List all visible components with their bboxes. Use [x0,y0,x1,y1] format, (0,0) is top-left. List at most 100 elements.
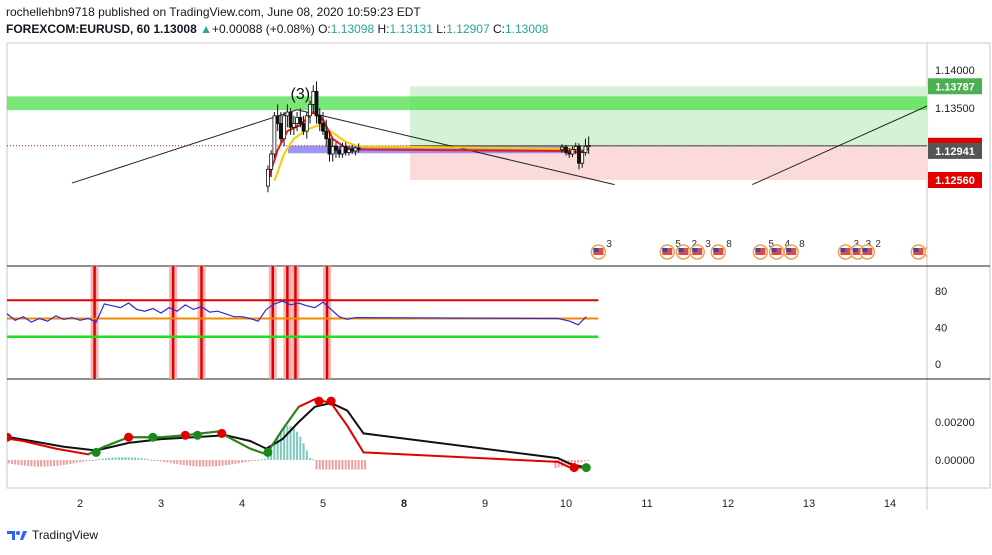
candle-body [282,115,287,140]
macd-histogram-bar [124,457,127,460]
price-pane: (3)35238548332233 [7,81,947,260]
macd-histogram-bar [137,457,140,460]
event-flag-canton [755,248,761,252]
macd-histogram-bar [17,460,20,465]
macd-histogram-bar [580,460,583,463]
macd-histogram-bar [66,460,69,465]
event-flag-icon [933,245,947,259]
candle-body [573,145,578,150]
time-tick-label: 14 [884,498,896,510]
up-arrow-icon: ▲ [200,22,212,36]
macd-histogram-bar [121,457,124,460]
candle-body [324,130,329,140]
candle-body [343,145,348,153]
macd-histogram-bar [40,460,43,467]
macd-histogram-bar [570,460,573,465]
macd-histogram-bar [583,460,586,462]
candle-body [314,90,319,117]
candle-body [356,147,361,150]
macd-histogram-bar [185,460,188,466]
event-flag-canton [771,248,777,252]
macd-histogram-bar [257,459,260,461]
macd-histogram-bar [244,460,247,463]
event-flag-canton [678,248,684,252]
event-count: 5 [768,239,774,250]
macd-histogram-bar [237,460,240,464]
macd-cross-marker [581,463,591,473]
time-tick-label: 13 [803,498,815,510]
candle-body [321,123,325,132]
macd-histogram-bar [357,460,360,470]
macd-histogram-bar [302,443,305,460]
last-price: 1.13008 [153,22,197,36]
price-label-text: 1.13787 [935,81,975,93]
macd-histogram-bar [263,458,266,460]
macd-histogram-bar [273,441,276,460]
macd-histogram-bar [88,460,91,461]
macd-histogram-bar [117,457,120,460]
macd-histogram-bar [79,460,81,463]
candle-body [288,111,293,128]
time-tick-label: 11 [641,498,652,510]
macd-histogram-bar [56,460,59,466]
event-flag-canton [862,248,868,252]
macd-histogram-bar [360,460,363,470]
macd-histogram-bar [224,460,227,466]
macd-histogram-bar [218,460,221,466]
time-tick-label: 2 [77,498,83,510]
macd-histogram-bar [1,460,3,462]
macd-histogram-bar [7,460,10,464]
macd-histogram-bar [101,458,104,460]
macd-histogram-bar [208,460,211,467]
rsi-line [7,300,587,326]
macd-histogram-bar [241,460,243,463]
candle-body [311,90,316,105]
macd-histogram-bar [296,431,299,460]
macd-histogram-bar [10,460,13,464]
macd-histogram-bar [564,460,567,466]
candle-body [560,146,564,150]
macd-histogram-bar [283,427,286,460]
event-flag-canton [913,248,919,252]
macd-histogram-bar [276,435,279,460]
candle-body [570,149,575,155]
macd-histogram-bar [215,460,218,467]
macd-histogram-bar [334,460,337,470]
macd-pane [1,396,591,473]
macd-histogram-bar [153,460,156,461]
trendline [71,109,298,184]
low-label: L: [436,22,447,36]
rsi-tick-label: 80 [935,286,947,298]
candle-body [304,115,309,132]
candle-body [340,145,345,155]
price-label-text: 1.12941 [935,146,975,158]
candle-body [291,123,296,128]
candle-body [275,115,280,124]
macd-histogram-bar [75,460,78,463]
macd-histogram-bar [160,460,162,462]
macd-histogram-bar [309,458,312,460]
macd-histogram-bar [104,458,107,460]
macd-histogram-bar [354,460,357,470]
macd-cross-marker [569,463,579,473]
macd-histogram-bar [289,426,292,460]
macd-cross-marker [124,432,134,442]
candle-body [353,147,358,152]
macd-cross-marker [192,430,202,440]
close-value: 1.13008 [504,22,549,36]
candle-body [269,153,274,170]
macd-histogram-bar [305,450,308,460]
wave-label: (3) [291,86,311,103]
macd-histogram-bar [195,460,198,467]
footer-brand: TradingView [32,528,99,542]
high-value: 1.13131 [389,22,433,36]
macd-histogram-bar [111,457,114,460]
macd-histogram-bar [14,460,17,465]
macd-histogram-bar [338,460,341,470]
macd-histogram-bar [279,430,282,460]
macd-histogram-bar [108,457,111,460]
macd-cross-marker [91,447,101,457]
time-tick-label: 8 [401,498,407,510]
event-count: 4 [785,239,791,250]
